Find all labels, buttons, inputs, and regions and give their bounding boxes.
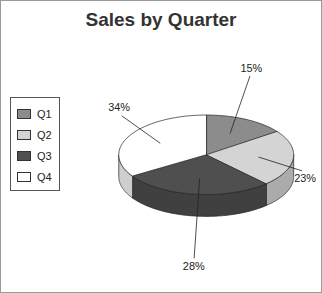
html-text:Sales by Quarter: Sales by Quarter xyxy=(85,9,237,30)
html-text:Q1: Q1 xyxy=(37,107,52,120)
svg-text:23%: 23% xyxy=(294,172,316,184)
svg-text:15%: 15% xyxy=(240,62,262,74)
svg-text:28%: 28% xyxy=(183,260,205,272)
svg-text:34%: 34% xyxy=(108,101,130,113)
html-text:Q2: Q2 xyxy=(37,128,52,141)
html-text:Q3: Q3 xyxy=(37,149,52,162)
html-text:Q4: Q4 xyxy=(37,170,52,183)
